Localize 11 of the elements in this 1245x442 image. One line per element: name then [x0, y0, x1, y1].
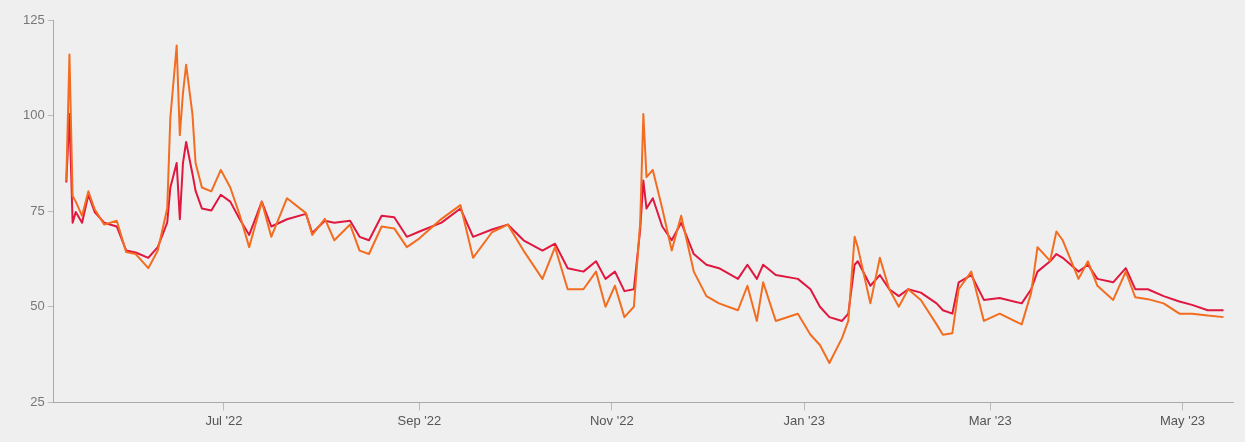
y-tick-label: 125 [22, 11, 45, 27]
x-tick-label: Nov '22 [589, 412, 634, 428]
y-tick-label: 75 [30, 202, 45, 218]
x-tick-label: Jul '22 [205, 412, 243, 428]
x-tick-label: Jan '23 [783, 412, 825, 428]
x-tick-label: Sep '22 [397, 412, 442, 428]
y-tick-label: 100 [22, 107, 45, 123]
y-tick-label: 50 [30, 298, 45, 314]
y-tick-label: 25 [30, 393, 45, 409]
x-tick-label: May '23 [1159, 412, 1206, 428]
x-tick-label: Mar '23 [968, 412, 1012, 428]
